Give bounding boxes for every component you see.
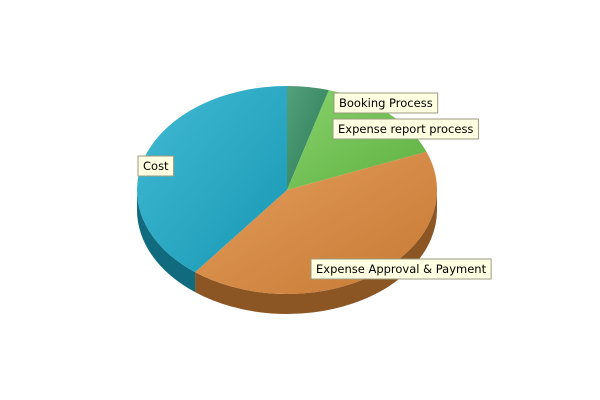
- data-label-expense-report-process: Expense report process: [332, 118, 479, 140]
- pie-side-expense-approval-payment: [195, 190, 437, 314]
- pie-labels: Booking Process Expense report process Exp…: [137, 92, 492, 280]
- data-label-booking-process: Booking Process: [333, 92, 439, 114]
- svg-text:Expense Approval & Payment: Expense Approval & Payment: [316, 262, 487, 276]
- svg-text:Cost: Cost: [143, 159, 169, 173]
- pie-slice-cost: [137, 86, 287, 273]
- pie-slice-booking-process: [287, 86, 329, 190]
- data-label-expense-approval-payment: Expense Approval & Payment: [310, 258, 492, 280]
- pie-slice-expense-report-process: [287, 90, 427, 190]
- pie-slices: [137, 86, 437, 295]
- svg-text:Booking Process: Booking Process: [339, 96, 433, 110]
- data-label-cost: Cost: [137, 155, 175, 177]
- svg-text:Expense report process: Expense report process: [338, 122, 473, 136]
- pie-slice-expense-approval-payment: [195, 151, 437, 295]
- pie-side-cost: [137, 190, 196, 293]
- pie-sides: [137, 190, 437, 314]
